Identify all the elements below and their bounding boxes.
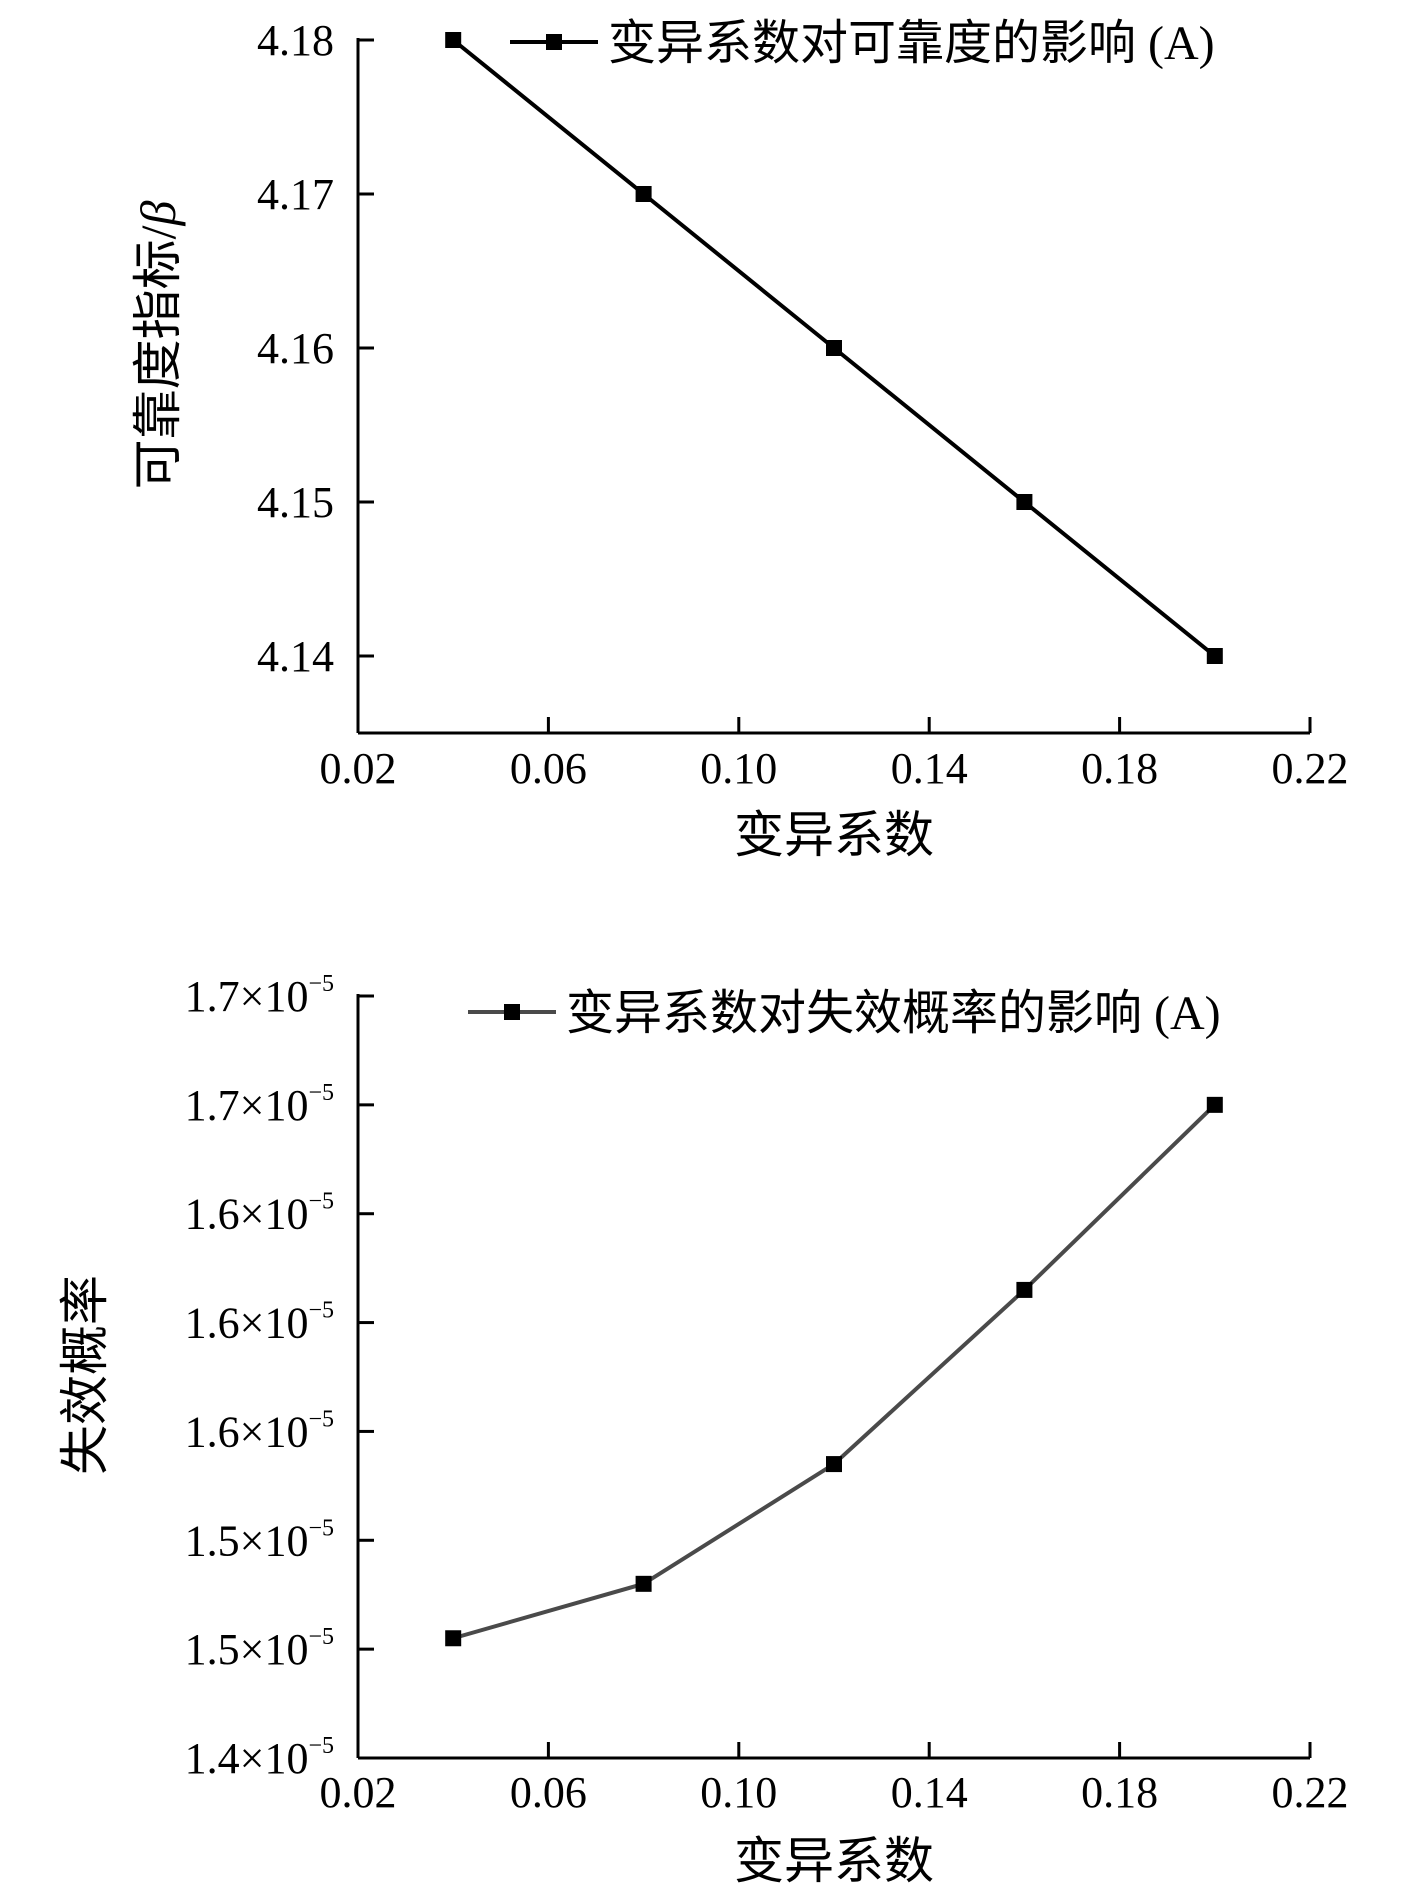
legend-label: 变异系数对失效概率的影响 (A) — [566, 987, 1221, 1040]
legend-marker — [504, 1004, 520, 1020]
data-point-marker — [1206, 648, 1223, 664]
y-tick-label: 1.6×10−5 — [185, 1406, 334, 1456]
data-point-marker — [445, 1630, 462, 1647]
y-tick-label: 1.6×10−5 — [185, 1189, 334, 1239]
x-tick-label: 0.10 — [700, 744, 777, 793]
y-tick-label: 1.7×10−5 — [185, 971, 334, 1021]
chart-2: 0.02 0.06 0.10 0.14 0.18 0.22 1.7×10−5 1.7×10−5… — [57, 971, 1349, 1889]
y-tick-label: 1.5×10−5 — [185, 1624, 334, 1674]
x-axis-title: 变异系数 — [734, 1833, 934, 1889]
data-point-marker — [1016, 494, 1033, 510]
x-tick-label: 0.18 — [1081, 1768, 1158, 1817]
y-tick-label: 1.6×10−5 — [185, 1298, 334, 1348]
data-point-marker — [826, 1456, 842, 1473]
x-axis-title: 变异系数 — [734, 807, 934, 863]
y-tick-label: 4.14 — [257, 632, 334, 681]
legend: 变异系数对可靠度的影响 (A) — [510, 17, 1215, 70]
x-tick-label: 0.10 — [700, 1768, 777, 1817]
series-line — [452, 1103, 1217, 1641]
x-tick-label: 0.06 — [510, 744, 587, 793]
x-tick-label: 0.22 — [1272, 744, 1349, 793]
legend-label: 变异系数对可靠度的影响 (A) — [608, 17, 1215, 70]
data-point-marker — [635, 1575, 652, 1592]
x-tick-label: 0.18 — [1081, 744, 1158, 793]
y-tick-label: 4.16 — [257, 324, 334, 373]
x-tick-label: 0.02 — [320, 1768, 397, 1817]
legend: 变异系数对失效概率的影响 (A) — [468, 987, 1221, 1040]
data-point-marker — [1206, 1096, 1223, 1113]
x-tick-label: 0.22 — [1272, 1768, 1349, 1817]
y-axis-title: 失效概率 — [57, 1275, 113, 1475]
legend-marker — [546, 34, 562, 50]
chart-1: 0.02 0.06 0.10 0.14 0.18 0.22 4.18 4.17 4.16 4.15… — [130, 16, 1349, 863]
x-tick-label: 0.14 — [891, 744, 968, 793]
data-point-marker — [635, 186, 652, 202]
y-tick-label: 1.5×10−5 — [185, 1515, 334, 1565]
x-tick-label: 0.02 — [320, 744, 397, 793]
y-tick-label: 1.4×10−5 — [185, 1733, 334, 1783]
x-tick-label: 0.14 — [891, 1768, 968, 1817]
x-tick-label: 0.06 — [510, 1768, 587, 1817]
y-tick-label: 4.18 — [257, 16, 334, 65]
data-point-marker — [445, 32, 462, 48]
y-axis-title: 可靠度指标/β — [130, 201, 186, 490]
data-point-marker — [1016, 1281, 1033, 1298]
data-point-marker — [826, 340, 842, 356]
y-tick-label: 1.7×10−5 — [185, 1080, 334, 1130]
y-tick-label: 4.17 — [257, 170, 334, 219]
y-tick-label: 4.15 — [257, 478, 334, 527]
